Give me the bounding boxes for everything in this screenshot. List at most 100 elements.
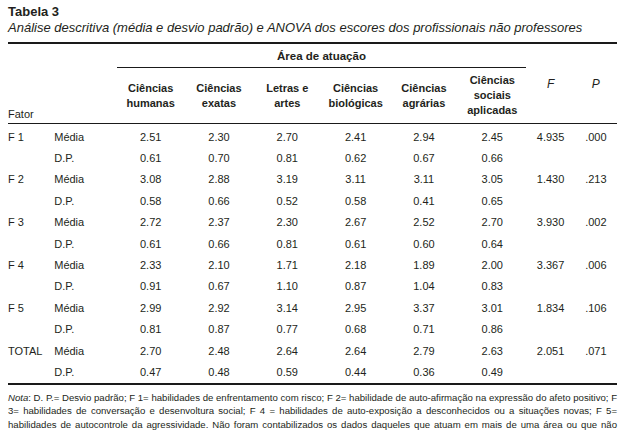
value-cell: 3.05 — [458, 169, 526, 190]
value-cell: 1.71 — [253, 254, 321, 275]
table-row: F 1Média2.512.302.702.412.942.454.935.00… — [8, 124, 617, 148]
value-cell: 0.36 — [390, 361, 458, 383]
p-cell — [575, 147, 617, 168]
value-cell: 0.64 — [458, 233, 526, 254]
value-cell: 2.00 — [458, 254, 526, 275]
value-cell: 2.92 — [185, 297, 253, 318]
f-cell — [526, 276, 574, 297]
table-subtitle: Análise descritiva (média e desvio padrã… — [8, 20, 617, 36]
fator-cell: F 3 — [8, 212, 54, 233]
area-col-header-agrarias: Ciências agrárias — [390, 68, 458, 124]
value-cell: 2.67 — [321, 212, 389, 233]
p-cell: .071 — [575, 340, 617, 361]
value-cell: 3.11 — [321, 169, 389, 190]
p-cell: .002 — [575, 212, 617, 233]
fator-cell: TOTAL — [8, 340, 54, 361]
measure-cell: D.P. — [54, 233, 116, 254]
value-cell: 0.87 — [321, 276, 389, 297]
value-cell: 1.10 — [253, 276, 321, 297]
area-span-header: Área de atuação — [117, 43, 527, 68]
p-cell — [575, 319, 617, 340]
value-cell: 0.58 — [117, 190, 185, 211]
p-cell — [575, 276, 617, 297]
value-cell: 0.67 — [185, 276, 253, 297]
table-row: F 5Média2.992.923.142.953.373.011.834.10… — [8, 297, 617, 318]
area-col-header-exatas: Ciências exatas — [185, 68, 253, 124]
table-row: F 4Média2.332.101.712.181.892.003.367.00… — [8, 254, 617, 275]
table-row: TOTALMédia2.702.482.642.642.792.632.051.… — [8, 340, 617, 361]
value-cell: 2.72 — [117, 212, 185, 233]
value-cell: 2.79 — [390, 340, 458, 361]
value-cell: 2.99 — [117, 297, 185, 318]
measure-cell: D.P. — [54, 361, 116, 383]
value-cell: 0.66 — [185, 233, 253, 254]
value-cell: 0.68 — [321, 319, 389, 340]
value-cell: 3.08 — [117, 169, 185, 190]
value-cell: 0.71 — [390, 319, 458, 340]
measure-cell: Média — [54, 297, 116, 318]
value-cell: 0.59 — [253, 361, 321, 383]
measure-cell: Média — [54, 124, 116, 148]
value-cell: 2.64 — [321, 340, 389, 361]
f-cell: 3.930 — [526, 212, 574, 233]
value-cell: 0.66 — [185, 190, 253, 211]
value-cell: 2.52 — [390, 212, 458, 233]
value-cell: 0.66 — [458, 147, 526, 168]
value-cell: 2.94 — [390, 124, 458, 148]
f-cell — [526, 319, 574, 340]
value-cell: 3.11 — [390, 169, 458, 190]
f-cell — [526, 361, 574, 383]
value-cell: 0.86 — [458, 319, 526, 340]
f-cell: 4.935 — [526, 124, 574, 148]
value-cell: 2.64 — [253, 340, 321, 361]
measure-cell: Média — [54, 212, 116, 233]
f-cell — [526, 147, 574, 168]
measure-cell: Média — [54, 254, 116, 275]
table-row: D.P.0.610.700.810.620.670.66 — [8, 147, 617, 168]
f-cell: 2.051 — [526, 340, 574, 361]
fator-cell: F 5 — [8, 297, 54, 318]
value-cell: 0.49 — [458, 361, 526, 383]
value-cell: 3.19 — [253, 169, 321, 190]
paper-table-page: Tabela 3 Análise descritiva (média e des… — [0, 0, 625, 434]
value-cell: 1.04 — [390, 276, 458, 297]
p-cell — [575, 233, 617, 254]
f-cell: 3.367 — [526, 254, 574, 275]
f-cell — [526, 190, 574, 211]
anova-table: Fator Área de atuação F P Ciências human… — [8, 42, 617, 385]
value-cell: 2.37 — [185, 212, 253, 233]
value-cell: 0.77 — [253, 319, 321, 340]
area-col-header-sociais: Ciências sociais aplicadas — [458, 68, 526, 124]
area-col-header-letras: Letras e artes — [253, 68, 321, 124]
f-cell — [526, 233, 574, 254]
note-label: Nota — [8, 392, 28, 403]
area-col-header-biologicas: Ciências biológicas — [321, 68, 389, 124]
value-cell: 0.62 — [321, 147, 389, 168]
value-cell: 0.83 — [458, 276, 526, 297]
value-cell: 3.01 — [458, 297, 526, 318]
value-cell: 0.81 — [253, 233, 321, 254]
value-cell: 0.91 — [117, 276, 185, 297]
value-cell: 3.14 — [253, 297, 321, 318]
value-cell: 2.70 — [253, 124, 321, 148]
value-cell: 2.45 — [458, 124, 526, 148]
fator-cell — [8, 276, 54, 297]
value-cell: 0.47 — [117, 361, 185, 383]
fator-cell — [8, 147, 54, 168]
measure-cell: Média — [54, 169, 116, 190]
value-cell: 2.88 — [185, 169, 253, 190]
measure-cell: D.P. — [54, 276, 116, 297]
measure-cell: D.P. — [54, 319, 116, 340]
value-cell: 0.61 — [321, 233, 389, 254]
fator-cell: F 4 — [8, 254, 54, 275]
f-cell: 1.430 — [526, 169, 574, 190]
value-cell: 0.61 — [117, 147, 185, 168]
p-cell: .006 — [575, 254, 617, 275]
table-row: D.P.0.610.660.810.610.600.64 — [8, 233, 617, 254]
value-cell: 0.81 — [253, 147, 321, 168]
value-cell: 3.37 — [390, 297, 458, 318]
value-cell: 0.58 — [321, 190, 389, 211]
value-cell: 0.41 — [390, 190, 458, 211]
value-cell: 0.81 — [117, 319, 185, 340]
value-cell: 2.18 — [321, 254, 389, 275]
